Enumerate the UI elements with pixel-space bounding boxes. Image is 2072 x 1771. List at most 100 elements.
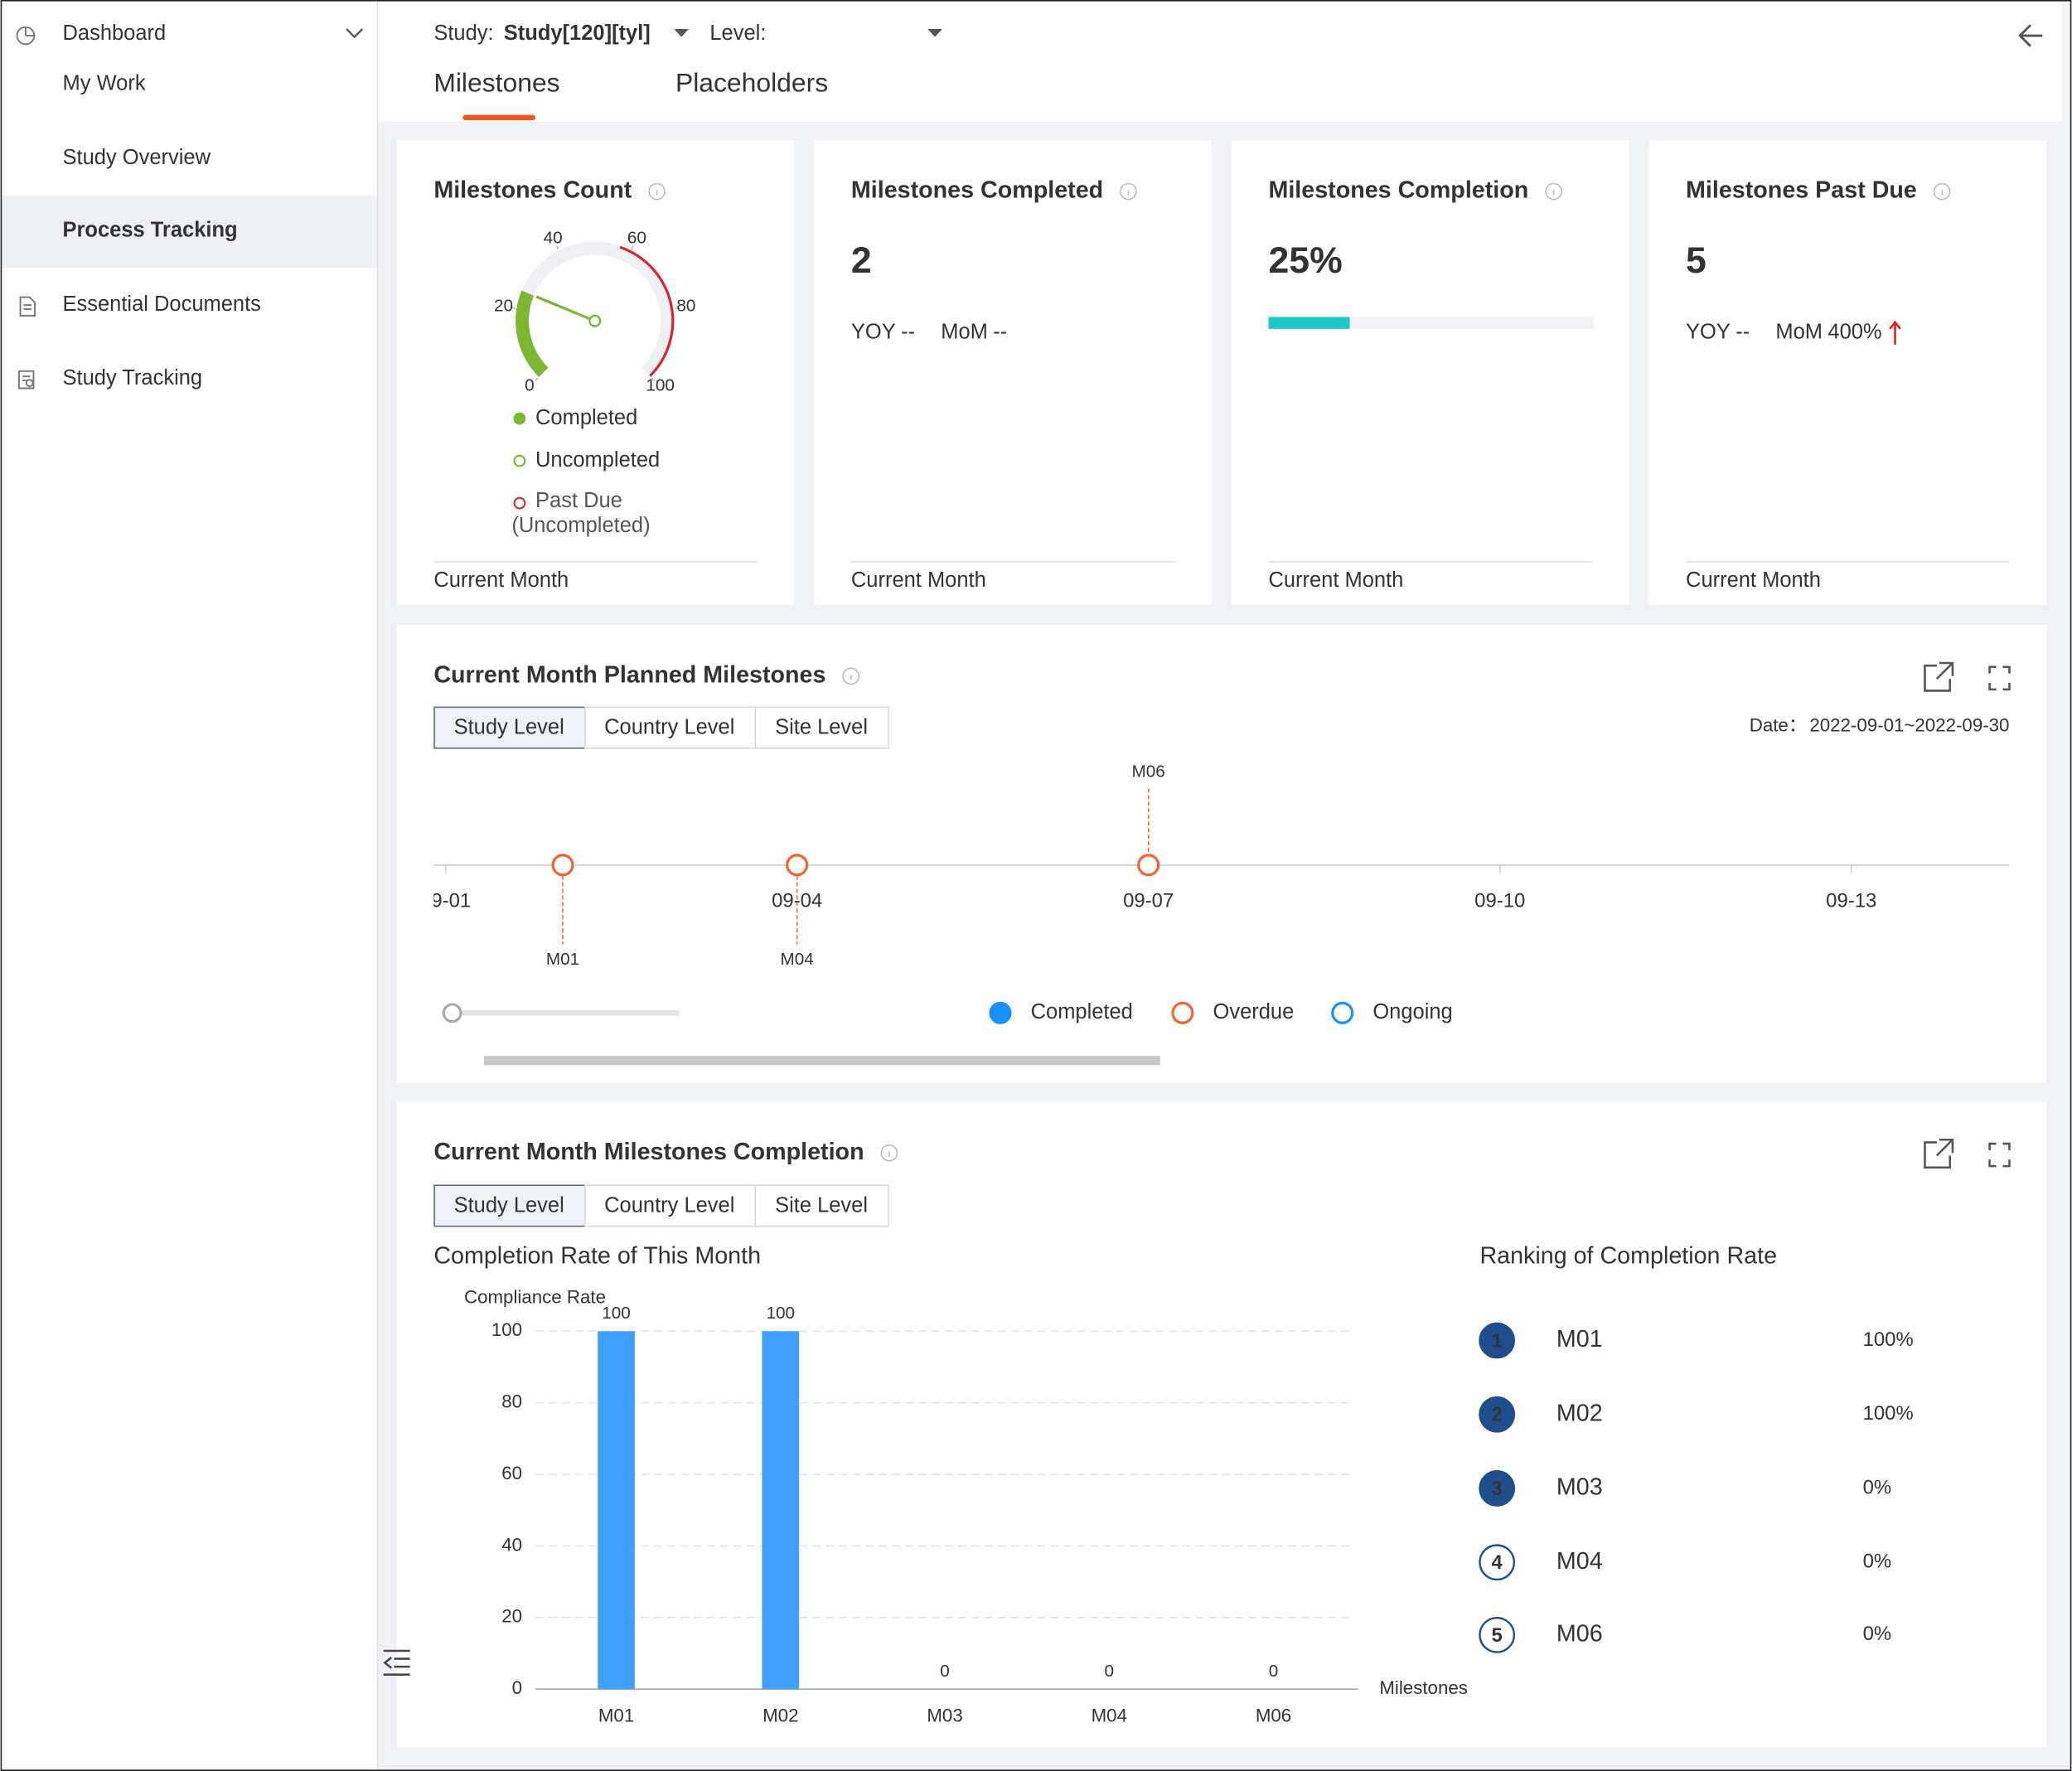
gauge-tick-label: 20 [494,296,513,315]
milestone-label: M01 [546,950,579,969]
level-button[interactable] [583,706,757,749]
rank-badge [1479,1616,1516,1653]
sidebar-item[interactable]: Study Overview [63,146,211,169]
card-value: 25% [1268,240,1342,281]
y-tick-label: 20 [501,1606,522,1627]
rank-name: M04 [1556,1548,1603,1575]
y-tick-label: 0 [512,1677,522,1698]
header [378,1,2063,122]
rank-name: M02 [1556,1400,1603,1426]
legend-marker [1331,1001,1354,1024]
gauge-tick-label: 0 [525,376,535,395]
rank-number: 2 [1492,1404,1503,1426]
level-button[interactable] [433,706,586,749]
info-icon [880,1144,898,1162]
ranking-title: Ranking of Completion Rate [1479,1243,1777,1270]
gauge-tick [555,245,559,249]
milestone-label: M04 [781,950,814,969]
info-icon [842,667,860,685]
rank-number: 4 [1492,1551,1503,1574]
milestone-point[interactable] [1137,854,1160,877]
x-tick-label: 09-07 [1123,890,1174,912]
card-title: Milestones Completed [851,177,1103,204]
legend-marker [513,412,526,425]
sidebar-item[interactable]: Dashboard [63,22,167,45]
bar[interactable] [598,1331,635,1690]
tab[interactable]: Milestones [433,67,559,97]
panel-title: Current Month Milestones Completion [433,1139,864,1165]
card-value: 2 [851,240,872,281]
mom-label: MoM [941,320,988,343]
level-button-label: Study Level [454,716,564,739]
yoy-value: -- [901,320,915,343]
card-footer: Current Month [1268,569,1403,592]
y-tick-label: 60 [501,1463,522,1483]
mom-value: -- [993,320,1007,343]
rank-number: 3 [1492,1478,1503,1500]
y-tick-label: 100 [491,1319,522,1340]
level-button[interactable] [754,1184,890,1227]
legend-label: Uncompleted [535,448,660,472]
level-button-label: Country Level [604,1193,734,1217]
rank-rate: 0% [1863,1551,1892,1573]
gauge-tick [511,307,516,309]
legend-label: Overdue [1213,1000,1295,1023]
gauge-hub [588,314,602,327]
level-button-label: Study Level [454,1193,564,1217]
sidebar-item[interactable]: My Work [63,72,146,95]
rank-number: 1 [1492,1329,1503,1352]
mom-value: 400% [1828,320,1881,343]
level-label: Level: [709,22,766,45]
gauge-tick-label: 80 [676,296,695,315]
bar[interactable] [762,1331,800,1690]
milestone-point[interactable] [551,854,574,877]
sidebar-item[interactable]: Process Tracking [63,219,238,242]
card-footer: Current Month [851,569,986,592]
level-button[interactable] [754,706,890,749]
info-icon [1120,182,1137,201]
info-icon [1933,182,1951,201]
collapse-button[interactable] [383,1649,410,1676]
bar-value-label: 0 [1105,1662,1115,1681]
card-backgrounds [396,139,2047,1748]
rank-rate: 0% [1863,1476,1892,1498]
x-tick-label: M04 [1092,1706,1127,1726]
level-button-label: Site Level [775,716,868,739]
gauge-completed [516,290,549,377]
x-tick-label: M02 [762,1706,798,1726]
card-value: 5 [1686,240,1706,281]
gauge-tick-label: 60 [627,228,646,247]
gauge-tick [674,307,679,309]
bar-value-label: 100 [602,1304,631,1323]
sidebar-item[interactable]: Study Tracking [63,366,203,390]
panel-icons[interactable] [1924,661,2011,1169]
legend-marker [513,454,526,467]
card-title: Milestones Count [433,177,632,204]
rank-badge [1479,1544,1516,1581]
milestone-point[interactable] [786,854,809,877]
x-axis-label: Milestones [1379,1677,1468,1698]
back-button[interactable] [2018,24,2043,47]
level-button[interactable] [583,1184,757,1227]
rank-badge [1479,1322,1516,1359]
milestone-label: M06 [1132,762,1165,781]
tab[interactable]: Placeholders [675,67,828,97]
card-title: Milestones Completion [1268,177,1528,204]
gauge-tick [631,245,634,249]
legend-label: Ongoing [1372,1000,1452,1023]
level-button[interactable] [433,1184,586,1227]
study-select[interactable]: Study[120][tyl] [504,22,651,45]
x-tick-label: 09-04 [772,890,822,912]
y-tick-label: 40 [501,1534,522,1555]
rank-name: M03 [1556,1474,1603,1501]
gauge-tick-label: 40 [544,228,563,247]
gauge-needle [535,295,596,322]
legend-label: Past Due (Uncompleted) [511,490,651,538]
yoy-label: YOY [1686,320,1731,343]
timeline-zoom[interactable] [442,1003,1160,1066]
x-tick-label: M06 [1256,1706,1291,1726]
chart-title: Completion Rate of This Month [433,1243,761,1270]
sidebar-item[interactable]: Essential Documents [63,293,261,316]
